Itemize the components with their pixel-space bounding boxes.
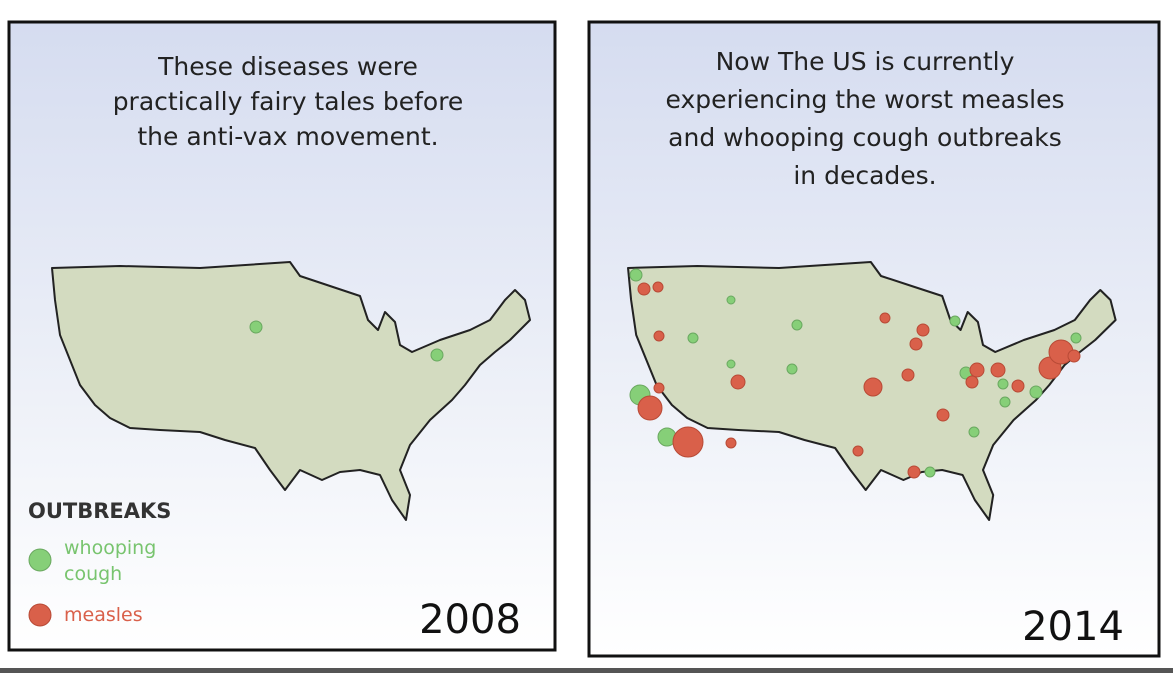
bottom-bar bbox=[0, 668, 1173, 673]
measles-dot bbox=[863, 377, 883, 397]
legend-swatch bbox=[28, 603, 52, 627]
measles-dot bbox=[672, 426, 704, 458]
whooping-cough-dot bbox=[249, 320, 263, 334]
caption-line: experiencing the worst measles bbox=[666, 85, 1065, 114]
whooping-cough-dot bbox=[786, 363, 798, 375]
year: 2008 bbox=[419, 597, 521, 643]
whooping-cough-dot bbox=[726, 295, 736, 305]
caption-line: the anti-vax movement. bbox=[137, 122, 438, 151]
measles-dot bbox=[653, 330, 665, 342]
measles-dot bbox=[725, 437, 737, 449]
legend-label: measles bbox=[64, 604, 143, 626]
whooping-cough-dot bbox=[968, 426, 980, 438]
measles-dot bbox=[652, 281, 664, 293]
measles-dot bbox=[901, 368, 915, 382]
whooping-cough-dot bbox=[1029, 385, 1043, 399]
measles-dot bbox=[969, 362, 985, 378]
whooping-cough-dot bbox=[791, 319, 803, 331]
whooping-cough-dot bbox=[949, 315, 961, 327]
panel-2008: These diseases were practically fairy ta… bbox=[7, 20, 557, 652]
caption-line: and whooping cough outbreaks bbox=[668, 123, 1062, 152]
legend-swatch bbox=[28, 548, 52, 572]
caption-line: Now The US is currently bbox=[716, 47, 1015, 76]
measles-dot bbox=[879, 312, 891, 324]
caption-line: in decades. bbox=[793, 161, 936, 190]
whooping-cough-dot bbox=[1070, 332, 1082, 344]
measles-dot bbox=[907, 465, 921, 479]
measles-dot bbox=[1067, 349, 1081, 363]
legend-title: OUTBREAKS bbox=[28, 499, 171, 523]
panel-2014: Now The US is currently experiencing the… bbox=[587, 20, 1161, 658]
measles-dot bbox=[909, 337, 923, 351]
year: 2014 bbox=[1022, 604, 1124, 650]
whooping-cough-dot bbox=[430, 348, 444, 362]
measles-dot bbox=[730, 374, 746, 390]
measles-dot bbox=[965, 375, 979, 389]
measles-dot bbox=[1011, 379, 1025, 393]
caption-line: practically fairy tales before bbox=[113, 87, 464, 116]
legend-label: cough bbox=[64, 563, 122, 585]
whooping-cough-dot bbox=[999, 396, 1011, 408]
caption-line: These diseases were bbox=[157, 52, 418, 81]
legend-label: whooping bbox=[64, 537, 156, 559]
whooping-cough-dot bbox=[997, 378, 1009, 390]
measles-dot bbox=[916, 323, 930, 337]
whooping-cough-dot bbox=[726, 359, 736, 369]
outbreak-dots bbox=[629, 268, 1082, 479]
measles-dot bbox=[637, 282, 651, 296]
measles-dot bbox=[936, 408, 950, 422]
measles-dot bbox=[852, 445, 864, 457]
whooping-cough-dot bbox=[924, 466, 936, 478]
whooping-cough-dot bbox=[687, 332, 699, 344]
measles-dot bbox=[653, 382, 665, 394]
measles-dot bbox=[990, 362, 1006, 378]
whooping-cough-dot bbox=[629, 268, 643, 282]
measles-dot bbox=[637, 395, 663, 421]
